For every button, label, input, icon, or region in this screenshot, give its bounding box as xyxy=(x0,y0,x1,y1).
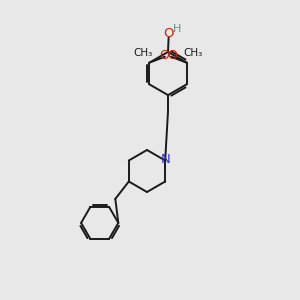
Text: O: O xyxy=(159,49,169,62)
Text: O: O xyxy=(163,27,174,40)
Text: CH₃: CH₃ xyxy=(183,47,202,58)
Text: N: N xyxy=(161,153,171,167)
Text: CH₃: CH₃ xyxy=(134,47,153,58)
Text: H: H xyxy=(173,24,181,34)
Text: O: O xyxy=(167,49,177,62)
